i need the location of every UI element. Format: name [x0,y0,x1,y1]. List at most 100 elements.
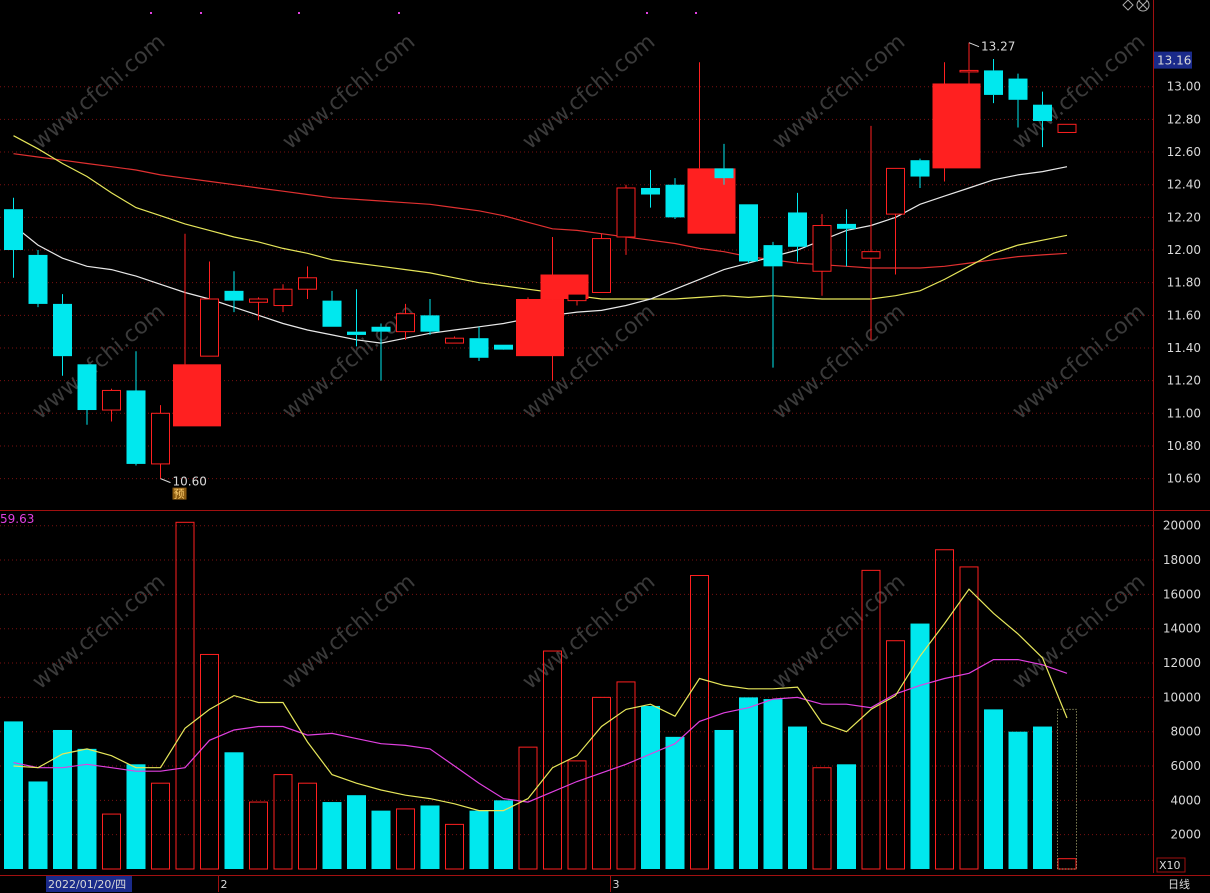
volume-bar[interactable] [53,729,72,869]
volume-bar[interactable] [812,767,832,870]
candle[interactable] [298,266,317,300]
volume-bar[interactable] [665,736,685,869]
current-price-box: 13.16 [1154,51,1192,69]
y-tick-label: 12.20 [1167,210,1201,224]
volume-bar[interactable] [567,760,587,870]
candle[interactable] [886,167,905,275]
candle[interactable] [102,388,121,422]
candle[interactable] [984,58,1003,104]
candle[interactable] [28,250,48,308]
volume-bar[interactable] [690,575,709,870]
candle[interactable] [641,170,660,208]
candle[interactable] [959,42,979,139]
volume-bar[interactable] [714,729,734,869]
volume-bar[interactable] [347,795,366,869]
candle[interactable] [396,303,415,340]
volume-bar[interactable] [273,774,293,870]
candle[interactable] [714,143,734,185]
candle[interactable] [77,364,97,425]
volume-bar[interactable] [935,549,954,870]
volume-bar[interactable] [445,823,464,870]
candle[interactable] [173,233,221,427]
volume-bar[interactable] [641,705,660,869]
candle[interactable] [788,192,807,262]
candle[interactable] [53,294,72,376]
volume-bar[interactable] [861,569,881,870]
volume-bar[interactable] [959,566,979,870]
candle[interactable] [1057,123,1077,133]
volume-bar[interactable] [592,696,611,870]
volume-bar[interactable] [175,521,195,870]
candle[interactable] [200,261,219,357]
candle-body [763,245,783,267]
volume-bar[interactable] [1033,726,1052,869]
candle[interactable] [4,197,23,278]
volume-bar[interactable] [126,764,146,869]
candle[interactable] [1008,73,1028,128]
candle[interactable] [347,289,366,347]
candle[interactable] [932,62,981,182]
volume-bar[interactable] [494,800,513,869]
volume-bar[interactable] [396,808,415,870]
volume-bar[interactable] [616,681,636,870]
candle[interactable] [812,214,832,296]
candle[interactable] [910,158,930,188]
candle[interactable] [665,178,685,219]
volume-bar[interactable] [1057,858,1077,870]
candle[interactable] [249,297,268,321]
price-pane[interactable] [4,42,1077,479]
candle[interactable] [516,297,564,357]
candle[interactable] [273,284,293,313]
volume-bar[interactable] [151,782,170,870]
volume-bar[interactable] [910,623,930,869]
candle[interactable] [567,293,587,306]
candle[interactable] [592,233,611,293]
candle[interactable] [371,323,391,381]
volume-bar[interactable] [28,781,48,869]
candle[interactable] [126,351,146,466]
candle[interactable] [224,271,244,313]
candle[interactable] [494,344,513,350]
volume-bar[interactable] [420,805,440,869]
close-circle-icon[interactable] [1136,0,1150,12]
volume-bar[interactable] [763,699,783,869]
volume-bars[interactable] [4,521,1077,870]
volume-pane[interactable] [4,521,1077,870]
volume-bar[interactable] [371,810,391,869]
volume-bar[interactable] [837,764,856,869]
volume-bar[interactable] [1008,731,1028,869]
volume-bar[interactable] [77,748,97,869]
volume-bar[interactable] [224,752,244,869]
volume-bar[interactable] [739,697,758,869]
candle[interactable] [469,326,489,362]
candle[interactable] [837,209,856,267]
volume-bar[interactable] [298,782,317,870]
top-right-controls[interactable] [1122,0,1150,12]
candle[interactable] [616,184,636,255]
candle[interactable] [1033,91,1052,148]
volume-bar[interactable] [518,746,538,870]
volume-bar[interactable] [249,801,268,870]
y-tick-label: 10.60 [1167,472,1201,486]
candle[interactable] [420,299,440,335]
volume-bar[interactable] [4,721,23,869]
candle[interactable] [322,290,342,327]
diamond-icon[interactable] [1122,0,1134,11]
candlestick-series[interactable] [4,42,1077,479]
period-label[interactable]: 日线 [1168,877,1190,891]
volume-bar[interactable] [788,726,807,869]
volume-bar[interactable] [322,802,342,869]
candle[interactable] [445,336,464,344]
candle[interactable] [687,62,736,234]
candle[interactable] [151,405,170,479]
candle[interactable] [739,204,758,264]
candle[interactable] [763,241,783,368]
volume-bar[interactable] [543,650,562,870]
candle[interactable] [861,125,881,340]
volume-bar[interactable] [102,813,121,870]
volume-bar[interactable] [200,653,219,870]
volume-bar[interactable] [469,810,489,869]
volume-bar[interactable] [886,640,905,870]
volume-bar[interactable] [984,709,1003,869]
